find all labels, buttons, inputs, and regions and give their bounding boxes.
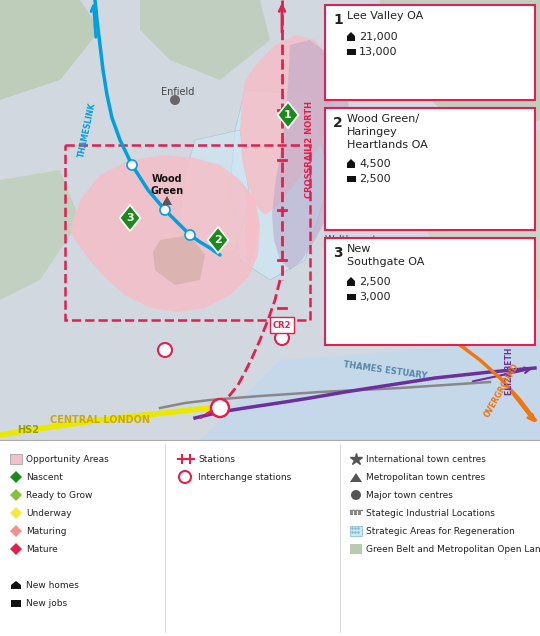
Text: Maturing: Maturing <box>26 527 66 536</box>
Text: Green Belt and Metropolitan Open Land: Green Belt and Metropolitan Open Land <box>366 544 540 553</box>
Bar <box>347 294 356 300</box>
Polygon shape <box>200 340 540 440</box>
Text: Major town centres: Major town centres <box>366 490 453 499</box>
Text: THAMES ESTUARY: THAMES ESTUARY <box>342 360 428 380</box>
Circle shape <box>179 471 191 483</box>
Text: 1: 1 <box>333 13 343 27</box>
Polygon shape <box>11 581 21 589</box>
Text: THAMESLINK: THAMESLINK <box>77 102 97 158</box>
Text: Nascent: Nascent <box>26 473 63 481</box>
Text: ELIZABETH LINE: ELIZABETH LINE <box>505 325 515 395</box>
Polygon shape <box>272 40 350 270</box>
Text: Interchange stations: Interchange stations <box>198 473 291 481</box>
Polygon shape <box>10 507 22 519</box>
Polygon shape <box>350 473 362 482</box>
Text: Lee Valley OA: Lee Valley OA <box>347 11 423 21</box>
Circle shape <box>185 230 195 240</box>
Circle shape <box>170 95 180 105</box>
Text: 3,000: 3,000 <box>359 292 390 302</box>
Text: Stategic Industrial Locations: Stategic Industrial Locations <box>366 509 495 518</box>
Text: Walthamstow: Walthamstow <box>325 235 391 245</box>
Polygon shape <box>10 525 22 537</box>
Text: New
Southgate OA: New Southgate OA <box>347 244 424 267</box>
Text: New homes: New homes <box>26 581 79 590</box>
Bar <box>347 176 356 182</box>
Text: 21,000: 21,000 <box>359 32 397 42</box>
Polygon shape <box>230 90 330 280</box>
Bar <box>347 49 356 55</box>
Text: 2: 2 <box>214 235 222 245</box>
Polygon shape <box>119 205 140 231</box>
Text: CROSSRAIL 2 NORTH: CROSSRAIL 2 NORTH <box>306 102 314 198</box>
Polygon shape <box>180 130 250 255</box>
Text: 3: 3 <box>333 246 342 260</box>
Polygon shape <box>153 235 205 285</box>
Text: 2,500: 2,500 <box>359 277 390 287</box>
Polygon shape <box>278 102 299 128</box>
Circle shape <box>213 401 227 415</box>
Polygon shape <box>10 489 22 501</box>
Polygon shape <box>10 543 22 555</box>
Text: Metropolitan town centres: Metropolitan town centres <box>366 473 485 481</box>
Bar <box>350 526 362 536</box>
Text: Strategic Areas for Regeneration: Strategic Areas for Regeneration <box>366 527 515 536</box>
Text: Underway: Underway <box>26 509 72 518</box>
Bar <box>350 544 362 554</box>
Polygon shape <box>347 277 355 286</box>
Text: Mature: Mature <box>26 544 58 553</box>
Bar <box>0 440 540 636</box>
Text: Wood Green/
Haringey
Heartlands OA: Wood Green/ Haringey Heartlands OA <box>347 114 428 150</box>
FancyBboxPatch shape <box>270 317 294 333</box>
Text: ELIZABETH LINE EAST: ELIZABETH LINE EAST <box>363 305 474 314</box>
Bar <box>10 454 22 464</box>
Bar <box>350 510 353 515</box>
Bar <box>11 600 21 607</box>
Bar <box>354 510 357 515</box>
Polygon shape <box>240 180 258 270</box>
Circle shape <box>275 331 289 345</box>
Circle shape <box>158 343 172 357</box>
Polygon shape <box>0 0 100 100</box>
Text: OVERGROUND: OVERGROUND <box>483 361 521 418</box>
Bar <box>325 238 535 345</box>
Text: 13,000: 13,000 <box>359 47 397 57</box>
Polygon shape <box>0 0 540 440</box>
Text: 1: 1 <box>284 110 292 120</box>
Polygon shape <box>70 155 260 312</box>
Bar <box>325 108 535 230</box>
Text: Wood
Green: Wood Green <box>151 174 184 196</box>
Text: New jobs: New jobs <box>26 598 67 607</box>
Polygon shape <box>162 196 172 205</box>
Polygon shape <box>240 35 335 215</box>
Text: CENTRAL LONDON: CENTRAL LONDON <box>50 415 150 425</box>
Text: 2: 2 <box>333 116 343 130</box>
Bar <box>0 0 540 440</box>
Text: Enfield: Enfield <box>161 87 195 97</box>
Text: 3: 3 <box>126 213 134 223</box>
Polygon shape <box>347 159 355 168</box>
Text: HS2: HS2 <box>17 425 39 435</box>
Circle shape <box>211 399 229 417</box>
Text: International town centres: International town centres <box>366 455 486 464</box>
Text: Ready to Grow: Ready to Grow <box>26 490 92 499</box>
Text: 4,500: 4,500 <box>359 159 390 169</box>
Polygon shape <box>207 227 228 253</box>
Text: 2,500: 2,500 <box>359 174 390 184</box>
Polygon shape <box>140 0 270 80</box>
Polygon shape <box>10 471 22 483</box>
Polygon shape <box>380 0 540 140</box>
Bar <box>358 510 361 515</box>
Polygon shape <box>0 170 80 300</box>
Circle shape <box>127 160 137 170</box>
Bar <box>325 5 535 100</box>
Polygon shape <box>347 32 355 41</box>
Text: Stations: Stations <box>198 455 235 464</box>
Circle shape <box>351 490 361 500</box>
Circle shape <box>160 205 170 215</box>
Text: CR2: CR2 <box>273 321 291 329</box>
Text: Opportunity Areas: Opportunity Areas <box>26 455 109 464</box>
Polygon shape <box>420 130 540 300</box>
Circle shape <box>350 243 360 253</box>
